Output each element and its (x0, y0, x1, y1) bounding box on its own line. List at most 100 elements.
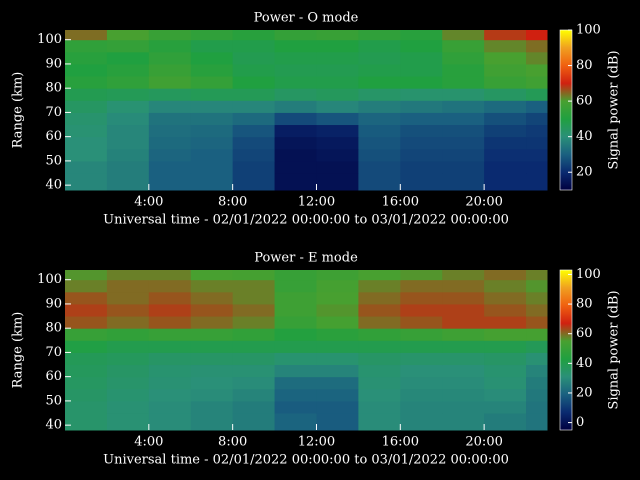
heatmap-cell (65, 30, 108, 41)
heatmap-cell (526, 413, 548, 431)
heatmap-cell (358, 352, 401, 366)
heatmap-cell (400, 303, 443, 317)
heatmap-cell (65, 148, 108, 162)
heatmap-cell (358, 39, 401, 53)
heatmap-cell (400, 270, 443, 281)
heatmap-cell (65, 124, 108, 138)
heatmap-cell (65, 291, 108, 305)
heatmap-cell (358, 400, 401, 414)
x-tick-label: 8:00 (218, 435, 247, 450)
colorbar-tick-label: 60 (576, 94, 593, 109)
heatmap-cell (316, 316, 359, 329)
heatmap-cell (484, 340, 527, 353)
heatmap-cell (526, 316, 548, 329)
heatmap-cell (274, 136, 317, 150)
heatmap-cell (232, 88, 276, 101)
heatmap-cell (148, 124, 192, 138)
heatmap-cell (106, 413, 150, 431)
heatmap-cell (316, 364, 359, 378)
heatmap-cell (442, 173, 485, 191)
heatmap-cell (106, 291, 150, 305)
heatmap-cell (148, 364, 192, 378)
heatmap-cell (358, 328, 401, 341)
heatmap-cell (65, 76, 108, 89)
heatmap-cell (484, 112, 527, 126)
heatmap-cell (484, 400, 527, 414)
heatmap-cell (106, 388, 150, 402)
colorbar-tick-label: 0 (576, 415, 584, 430)
y-tick-label: 70 (45, 105, 62, 120)
heatmap-cell (484, 328, 527, 341)
x-axis-label: Universal time - 02/01/2022 00:00:00 to … (103, 213, 509, 228)
heatmap-cell (484, 352, 527, 366)
heatmap-cell (316, 173, 359, 191)
heatmap-cell (148, 148, 192, 162)
heatmap-cell (106, 173, 150, 191)
colorbar-tick-label: 40 (576, 129, 593, 144)
heatmap-cell (358, 364, 401, 378)
heatmap-cell (442, 63, 485, 77)
heatmap-cell (274, 376, 317, 390)
heatmap-cell (484, 39, 527, 53)
heatmap-cell (484, 148, 527, 162)
heatmap-cell (400, 63, 443, 77)
heatmap-cell (484, 63, 527, 77)
panel-title: Power - E mode (254, 251, 358, 266)
heatmap-cell (526, 291, 548, 305)
heatmap-cell (484, 279, 527, 293)
heatmap-cell (526, 270, 548, 281)
heatmap-cell (65, 136, 108, 150)
heatmap-cell (442, 291, 485, 305)
heatmap-cell (274, 63, 317, 77)
heatmap-cell (358, 376, 401, 390)
heatmap-cell (442, 30, 485, 41)
panel-title: Power - O mode (254, 11, 359, 26)
heatmap-cell (400, 316, 443, 329)
heatmap-cell (190, 30, 234, 41)
heatmap-cell (358, 279, 401, 293)
heatmap-cell (148, 376, 192, 390)
x-tick-label: 16:00 (382, 435, 419, 450)
heatmap-cell (526, 63, 548, 77)
heatmap-cell (526, 136, 548, 150)
heatmap-cell (274, 148, 317, 162)
heatmap-cell (442, 76, 485, 89)
heatmap-cell (148, 340, 192, 353)
heatmap-cell (358, 51, 401, 65)
y-tick-label: 100 (37, 272, 62, 287)
heatmap-cell (400, 51, 443, 65)
heatmap-cell (190, 173, 234, 191)
heatmap-cell (148, 388, 192, 402)
heatmap-cell (148, 136, 192, 150)
colorbar-tick-label: 80 (576, 58, 593, 73)
heatmap-cell (65, 364, 108, 378)
heatmap-cell (400, 328, 443, 341)
heatmap-cell (106, 148, 150, 162)
heatmap-cell (148, 30, 192, 41)
heatmap-cell (316, 51, 359, 65)
heatmap-cell (190, 160, 234, 174)
heatmap-cell (400, 291, 443, 305)
heatmap-cell (484, 160, 527, 174)
heatmap-cell (526, 30, 548, 41)
heatmap-cell (442, 388, 485, 402)
heatmap-cell (358, 413, 401, 431)
heatmap-cell (232, 51, 276, 65)
heatmap-cell (484, 30, 527, 41)
heatmap-cell (232, 100, 276, 113)
heatmap-cell (358, 316, 401, 329)
heatmap-cell (526, 51, 548, 65)
heatmap-cell (274, 352, 317, 366)
x-tick-label: 20:00 (465, 435, 502, 450)
x-tick-label: 8:00 (218, 195, 247, 210)
heatmap-cell (148, 63, 192, 77)
heatmap-cell (190, 352, 234, 366)
heatmap-cell (526, 400, 548, 414)
heatmap-cell (442, 88, 485, 101)
heatmap-cell (148, 51, 192, 65)
heatmap-cell (484, 291, 527, 305)
heatmap-cell (316, 39, 359, 53)
heatmap-cell (400, 124, 443, 138)
heatmap-cell (526, 39, 548, 53)
